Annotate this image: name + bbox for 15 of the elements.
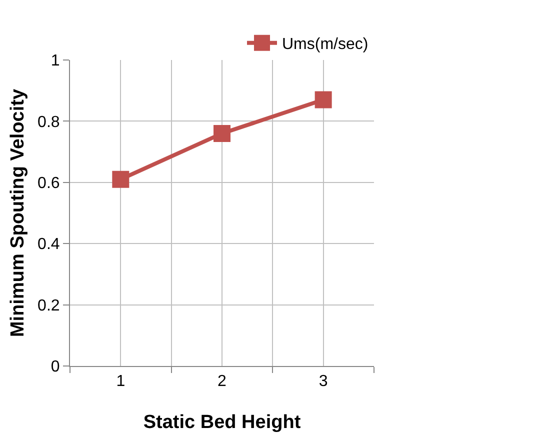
x-tick-label: 3 bbox=[318, 373, 328, 390]
y-tick-label: 1 bbox=[50, 52, 60, 70]
y-tick-label: 0.2 bbox=[38, 297, 60, 314]
x-tick-label: 1 bbox=[116, 373, 126, 390]
x-axis-title: Static Bed Height bbox=[143, 412, 302, 433]
y-tick-label: 0.4 bbox=[38, 236, 60, 254]
y-tick-label: 0.8 bbox=[38, 114, 60, 131]
y-axis-title: Minimum Spouting Velocity bbox=[7, 88, 28, 338]
point bbox=[112, 170, 130, 188]
y-tick-label: 0.6 bbox=[38, 175, 60, 192]
point bbox=[214, 124, 230, 142]
point bbox=[314, 91, 332, 108]
y-tick-label: 0 bbox=[50, 358, 60, 376]
x-tick-label: 2 bbox=[218, 373, 227, 390]
legend-label: Ums(m/sec) bbox=[282, 36, 368, 54]
